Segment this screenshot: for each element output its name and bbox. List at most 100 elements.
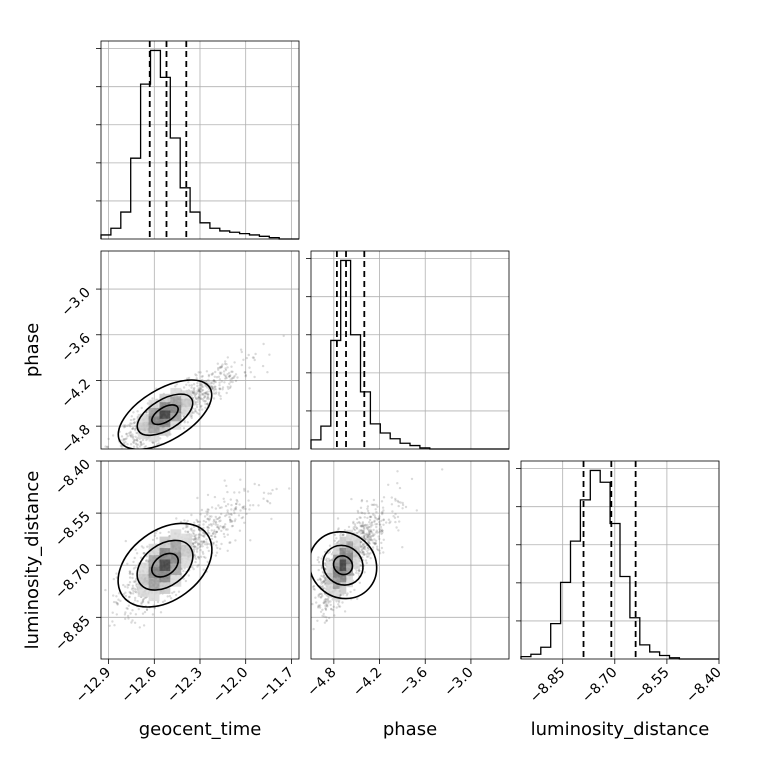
- scatter-point: [132, 427, 135, 430]
- scatter-point: [267, 492, 270, 495]
- scatter-point: [252, 504, 255, 507]
- scatter-point: [396, 515, 400, 519]
- scatter-point: [364, 548, 367, 551]
- scatter-point: [213, 375, 216, 378]
- y-tick-label-luminosity-distance: −8.40: [52, 457, 94, 499]
- scatter-point: [224, 360, 227, 363]
- scatter-point: [220, 529, 223, 533]
- scatter-point: [135, 591, 138, 594]
- scatter-point: [262, 497, 265, 500]
- scatter-point: [186, 519, 189, 523]
- scatter-point: [222, 532, 226, 536]
- scatter-point: [219, 525, 222, 528]
- scatter-point: [119, 444, 123, 448]
- scatter-point: [222, 373, 226, 376]
- scatter-point: [368, 530, 371, 533]
- scatter-point: [212, 522, 215, 526]
- scatter-point: [367, 548, 370, 551]
- scatter-point: [331, 608, 335, 612]
- y-tick-label-luminosity-distance: −8.55: [52, 509, 94, 551]
- scatter-point: [202, 531, 206, 535]
- scatter-point: [262, 491, 266, 494]
- scatter-point: [123, 425, 127, 428]
- scatter-point: [338, 605, 342, 608]
- scatter-point: [217, 391, 221, 394]
- scatter-point: [199, 386, 202, 390]
- scatter-point: [218, 516, 222, 519]
- scatter-point: [321, 585, 324, 588]
- scatter-point: [135, 582, 138, 586]
- scatter-point: [186, 530, 190, 533]
- scatter-point: [199, 548, 202, 552]
- scatter-point: [199, 397, 202, 401]
- scatter-point: [367, 533, 370, 536]
- scatter-point: [229, 380, 232, 384]
- scatter-point: [332, 605, 335, 608]
- scatter-point: [196, 400, 199, 404]
- scatter-point: [124, 585, 127, 588]
- scatter-point: [355, 527, 359, 530]
- scatter-point: [111, 434, 115, 437]
- scatter-point: [192, 411, 195, 414]
- scatter-point: [347, 525, 351, 529]
- scatter-point: [134, 429, 137, 432]
- scatter-point: [205, 384, 208, 388]
- scatter-point: [307, 617, 309, 619]
- x-tick-label-phase: −4.8: [304, 665, 339, 700]
- scatter-point: [220, 506, 223, 509]
- scatter-point: [122, 424, 125, 427]
- scatter-point: [325, 619, 328, 622]
- scatter-point: [380, 519, 383, 522]
- scatter-point: [318, 593, 321, 596]
- scatter-point: [219, 387, 222, 390]
- scatter-point: [339, 593, 343, 597]
- scatter-point: [398, 520, 401, 523]
- scatter-point: [168, 595, 172, 598]
- scatter-point: [104, 445, 107, 448]
- density-cell: [159, 410, 171, 419]
- scatter-point: [132, 580, 136, 583]
- scatter-point: [203, 535, 206, 538]
- scatter-point: [362, 553, 365, 556]
- scatter-point: [376, 518, 379, 521]
- scatter-point: [201, 534, 204, 537]
- scatter-point: [144, 596, 148, 599]
- scatter-point: [215, 525, 219, 529]
- scatter-point: [216, 546, 219, 550]
- scatter-point: [192, 549, 196, 553]
- pair-panel-geocent-time-vs-phase: [100, 250, 300, 450]
- scatter-point: [175, 383, 178, 386]
- scatter-point: [361, 550, 364, 554]
- scatter-point: [208, 515, 211, 518]
- scatter-point: [194, 537, 197, 541]
- scatter-point: [156, 600, 160, 604]
- scatter-point: [333, 539, 336, 542]
- scatter-point: [313, 588, 316, 591]
- scatter-point: [206, 517, 209, 521]
- scatter-point: [333, 533, 337, 537]
- scatter-point: [369, 515, 373, 519]
- scatter-point: [197, 389, 201, 393]
- scatter-point: [368, 553, 371, 556]
- scatter-point: [217, 526, 220, 530]
- scatter-point: [186, 421, 189, 424]
- scatter-point: [232, 509, 236, 512]
- scatter-point: [356, 531, 359, 534]
- scatter-point: [329, 603, 332, 607]
- scatter-point: [226, 503, 230, 506]
- scatter-point: [218, 520, 221, 523]
- density-cell: [170, 529, 182, 541]
- scatter-point: [202, 523, 205, 526]
- scatter-point: [194, 536, 197, 540]
- scatter-point: [319, 610, 323, 613]
- scatter-point: [325, 600, 328, 603]
- scatter-point: [233, 361, 236, 364]
- scatter-point: [192, 383, 196, 386]
- scatter-point: [206, 396, 209, 399]
- scatter-point: [234, 508, 238, 511]
- scatter-point: [324, 577, 327, 580]
- scatter-point: [116, 602, 119, 605]
- scatter-point: [196, 391, 199, 394]
- scatter-point: [199, 545, 202, 549]
- density-cell: [170, 404, 182, 414]
